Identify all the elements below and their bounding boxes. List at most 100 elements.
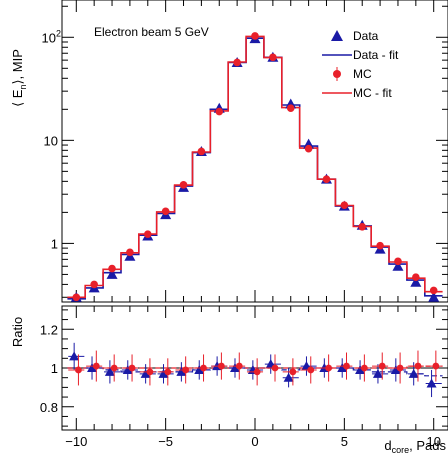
ratio-mc-point: [325, 364, 333, 372]
ratio-mc-point: [128, 364, 136, 372]
ratio-data-point: [337, 363, 348, 372]
main-annotation: Electron beam 5 GeV: [94, 25, 209, 39]
ratio-data-point: [390, 364, 401, 374]
ratio-data-point: [158, 368, 169, 378]
ratio-mc-point: [200, 364, 207, 372]
main-data-fit-line: [67, 37, 443, 300]
ratio-mc-point: [432, 362, 440, 370]
main-mc-fit-line: [67, 35, 443, 299]
main-mc-point: [72, 293, 81, 302]
ratio-mc-point: [146, 368, 154, 376]
ratio-mc-point: [218, 362, 225, 370]
x-label-sub: core: [392, 445, 410, 455]
ratio-panel: 0.8 1 1.2 −10 −5 0 5 10 Ratio dcore, Pads: [10, 305, 448, 455]
main-mc-point: [179, 181, 188, 189]
main-mc-point: [215, 107, 224, 116]
ratio-data-point: [176, 366, 187, 376]
main-plot-frame: [61, 0, 448, 303]
ratio-data-point: [426, 378, 437, 388]
x-tick-label: −10: [65, 434, 87, 449]
legend-mc-fit-label: MC - fit: [353, 86, 392, 100]
ratio-data-point: [408, 368, 419, 378]
legend-data-label: Data: [353, 29, 379, 43]
main-mc-point: [251, 32, 259, 40]
main-y-axis-label: ⟨ En⟩, MIP: [10, 49, 28, 107]
x-label-tail: , Pads: [409, 438, 446, 453]
main-mc-point: [108, 264, 116, 273]
ratio-mc-point: [289, 368, 297, 376]
main-data-point: [392, 260, 404, 271]
ratio-y-tick-label: 1.2: [40, 322, 58, 337]
x-tick-label: −5: [158, 434, 173, 449]
main-y-tick-label: 102: [42, 28, 61, 45]
ratio-data-point: [104, 366, 115, 376]
main-data-point: [428, 291, 440, 302]
x-label-main: d: [384, 438, 391, 453]
ratio-mc-point: [378, 362, 386, 370]
main-mc-point: [340, 201, 349, 209]
main-mc-point: [126, 248, 134, 257]
main-mc-point: [90, 280, 98, 289]
ratio-mc-point: [92, 362, 100, 370]
ratio-mc-point: [110, 364, 118, 372]
main-data-points: [70, 32, 440, 302]
ratio-mc-point: [235, 362, 243, 370]
ratio-data-point: [140, 368, 151, 378]
main-y-tick-label: 1: [51, 236, 58, 251]
main-mc-point: [269, 53, 277, 62]
ratio-data-point: [122, 364, 133, 374]
ratio-mc-point: [414, 362, 422, 370]
main-mc-point: [429, 286, 438, 295]
main-mc-point: [376, 241, 384, 250]
main-mc-point: [304, 144, 313, 153]
main-mc-point: [358, 222, 367, 231]
ratio-data-point: [372, 368, 383, 378]
main-mc-point: [394, 257, 402, 266]
main-mc-point: [143, 230, 152, 238]
main-mc-point: [286, 104, 295, 113]
legend-data-marker: [331, 30, 343, 41]
ratio-y-tick-label: 0.8: [40, 400, 58, 415]
ratio-x-axis-label: dcore, Pads: [384, 438, 446, 455]
main-mc-point: [412, 273, 420, 281]
ratio-mc-point: [271, 364, 279, 372]
ratio-data-point: [229, 363, 240, 372]
main-y-label-main: ⟨ E: [10, 89, 25, 107]
main-mc-point: [161, 207, 170, 216]
ratio-data-point: [69, 351, 80, 361]
main-panel: 1 10 102 Electron beam 5 GeV ⟨ En⟩, MIP Da…: [10, 0, 448, 303]
ratio-data-point: [283, 372, 294, 382]
ratio-mc-point: [75, 366, 82, 374]
x-tick-label: 5: [341, 434, 348, 449]
ratio-mc-point: [164, 368, 172, 376]
ratio-y-axis-label: Ratio: [10, 317, 25, 347]
main-data-point: [410, 276, 422, 287]
legend-data-fit-label: Data - fit: [353, 48, 399, 62]
ratio-data-points: [68, 342, 442, 398]
ratio-x-ticks: −10 −5 0 5 10: [65, 306, 441, 449]
main-y-tick-exponent: 2: [56, 28, 61, 38]
ratio-mc-point: [343, 362, 350, 370]
x-tick-label: 10: [426, 434, 440, 449]
ratio-data-point: [355, 364, 366, 374]
ratio-mc-point: [360, 364, 368, 372]
ratio-y-tick-label: 1: [51, 361, 58, 376]
legend: Data Data - fit MC MC - fit: [322, 29, 399, 100]
ratio-mc-point: [396, 364, 404, 372]
main-mc-point: [233, 58, 241, 67]
main-y-label-sub: n: [18, 85, 28, 90]
main-y-label-tail: ⟩, MIP: [10, 49, 25, 84]
ratio-data-point: [194, 364, 205, 374]
main-data-point: [106, 268, 118, 279]
main-y-tick-label: 10: [44, 133, 58, 148]
ratio-mc-point: [307, 366, 315, 374]
legend-mc-marker: [333, 70, 341, 78]
ratio-data-point: [87, 363, 98, 372]
main-fit-lines: [67, 35, 443, 300]
ratio-mc-point: [182, 366, 190, 374]
legend-mc-label: MC: [353, 67, 372, 81]
main-mc-point: [197, 147, 206, 156]
ratio-mc-point: [253, 368, 261, 376]
main-mc-point: [322, 175, 331, 183]
